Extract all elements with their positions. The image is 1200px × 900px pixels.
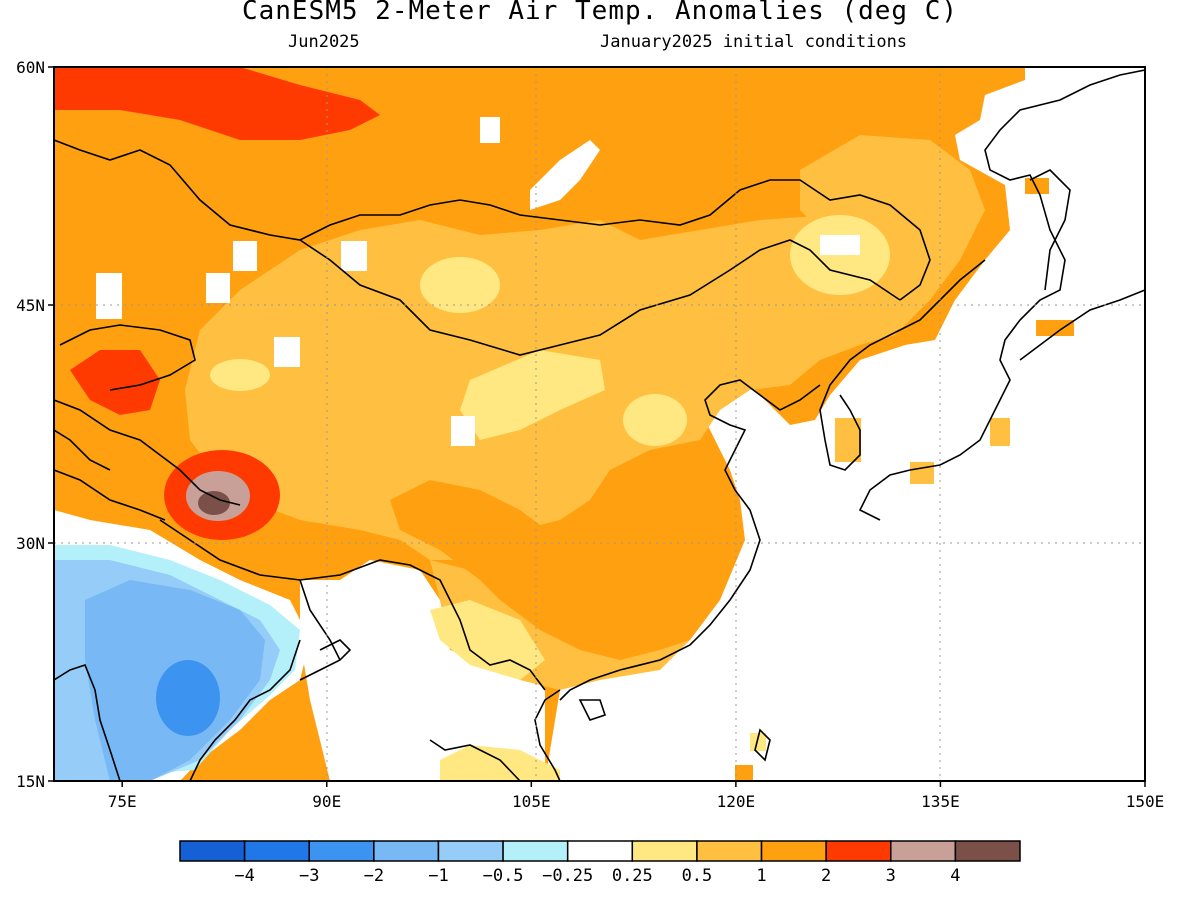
legend-box — [179, 840, 246, 862]
legend-label: 0.25 — [612, 866, 653, 886]
legend-label: 3 — [886, 866, 896, 886]
legend-box — [760, 840, 827, 862]
legend-box — [696, 840, 763, 862]
legend-box — [566, 840, 634, 862]
legend-label: 0.5 — [682, 866, 713, 886]
anomaly-field — [54, 67, 1145, 781]
lon-label: 120E — [717, 792, 756, 811]
lon-label: 135E — [921, 792, 960, 811]
lon-label: 150E — [1126, 792, 1165, 811]
legend-label: 4 — [950, 866, 960, 886]
latitude-labels: 60N 45N 30N 15N — [16, 58, 45, 791]
legend-box — [373, 840, 440, 862]
legend-box — [502, 840, 569, 862]
legend-box — [825, 840, 892, 862]
legend-box — [631, 840, 698, 862]
legend-label: 1 — [756, 866, 766, 886]
lon-label: 105E — [512, 792, 551, 811]
legend-label: −4 — [234, 866, 254, 886]
map-title: CanESM5 2-Meter Air Temp. Anomalies (deg… — [241, 0, 959, 26]
legend-box — [890, 840, 957, 862]
legend-labels: −4 −3 −2 −1 −0.5 −0.25 0.25 0.5 1 2 3 4 — [234, 866, 960, 886]
map-frame — [53, 66, 1146, 782]
legend-label: 2 — [821, 866, 831, 886]
initial-conditions-label: January2025 initial conditions — [600, 32, 908, 52]
lat-label: 45N — [16, 296, 45, 315]
lon-label: 75E — [108, 792, 137, 811]
legend-box — [954, 840, 1021, 862]
lat-label: 15N — [16, 772, 45, 791]
axis-ticks — [48, 66, 1146, 787]
gridlines — [54, 67, 1145, 781]
lat-label: 60N — [16, 58, 45, 77]
legend-label: −3 — [299, 866, 319, 886]
lon-label: 90E — [312, 792, 341, 811]
legend-label: −2 — [364, 866, 384, 886]
legend-color-boxes — [179, 840, 1021, 862]
legend-box — [308, 840, 375, 862]
valid-month-label: Jun2025 — [288, 32, 360, 52]
legend-label: −0.25 — [542, 866, 593, 886]
legend-box — [243, 840, 310, 862]
legend-box — [437, 840, 504, 862]
legend-label: −1 — [428, 866, 448, 886]
coastlines — [54, 69, 1145, 781]
legend-label: −0.5 — [483, 866, 524, 886]
lat-label: 30N — [16, 534, 45, 553]
longitude-labels: 75E 90E 105E 120E 135E 150E — [108, 792, 1165, 811]
